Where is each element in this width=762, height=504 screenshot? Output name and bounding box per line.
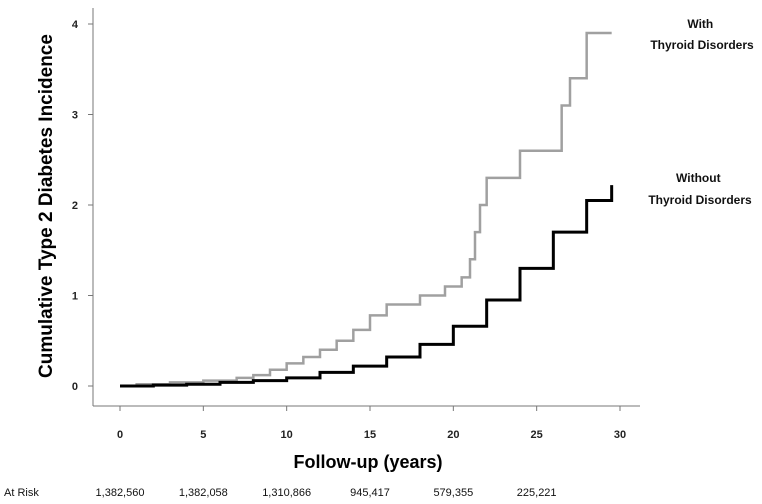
x-tick-label: 10	[281, 429, 293, 441]
y-tick-label: 1	[72, 291, 78, 303]
x-tick-label: 15	[364, 429, 376, 441]
at-risk-value: 1,382,058	[179, 487, 228, 499]
at-risk-value: 225,221	[517, 487, 557, 499]
x-tick-label: 25	[531, 429, 543, 441]
x-ticks: 0 5 10 15 20 25 30	[117, 406, 626, 441]
at-risk-value: 945,417	[350, 487, 390, 499]
y-tick-label: 0	[72, 381, 78, 393]
x-axis-title: Follow-up (years)	[293, 452, 442, 472]
at-risk-value: 1,382,560	[96, 487, 145, 499]
series-lines	[120, 31, 614, 388]
y-tick-label: 3	[72, 110, 78, 122]
y-ticks: 0 1 2 3 4	[72, 19, 93, 393]
series-label-without: Without Thyroid Disorders	[648, 171, 752, 207]
at-risk-label: At Risk	[4, 487, 39, 499]
y-axis-title: Cumulative Type 2 Diabetes Incidence	[36, 34, 57, 378]
at-risk-values: 1,382,560 1,382,058 1,310,866 945,417 579,35…	[96, 487, 557, 499]
x-tick-label: 20	[447, 429, 459, 441]
series-line-without-thyroid	[120, 185, 614, 388]
series-line-with-thyroid	[120, 31, 612, 388]
y-tick-label: 4	[72, 19, 79, 31]
y-tick-label: 2	[72, 200, 78, 212]
series-label-with: With Thyroid Disorders	[650, 17, 754, 52]
at-risk-value: 579,355	[433, 487, 473, 499]
x-tick-label: 30	[614, 429, 626, 441]
at-risk-value: 1,310,866	[262, 487, 311, 499]
x-tick-label: 0	[117, 429, 123, 441]
x-tick-label: 5	[200, 429, 206, 441]
